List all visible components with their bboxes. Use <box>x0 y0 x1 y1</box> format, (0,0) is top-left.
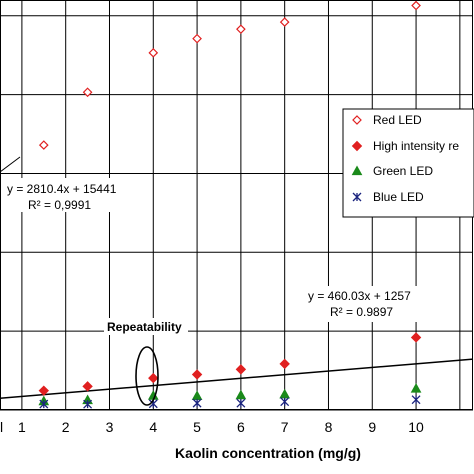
legend-box <box>342 108 474 218</box>
point-red-led-4 <box>236 24 246 35</box>
eq-red-line1: y = 2810.4x + 15441 <box>7 182 117 196</box>
x-tick-6: 6 <box>237 419 245 435</box>
repeatability-label-bg <box>104 318 188 335</box>
x-tick-10: 10 <box>408 419 424 435</box>
repeatability-ellipse <box>135 346 159 406</box>
point-high-intensity-re-4 <box>235 364 247 375</box>
x-tick-7: 7 <box>281 419 289 435</box>
point-red-led-5 <box>279 17 290 27</box>
point-red-led-6 <box>411 0 421 11</box>
point-blue-led-6 <box>411 395 421 405</box>
point-red-led-0 <box>38 140 49 150</box>
point-blue-led-0 <box>39 399 49 409</box>
point-blue-led-5 <box>280 397 290 407</box>
eq-high-box <box>303 286 429 322</box>
point-high-intensity-re-2 <box>148 372 159 384</box>
legend-marker-green-led <box>351 165 363 176</box>
legend-marker-red-led <box>352 115 362 125</box>
legend-label-high-intensity: High intensity re <box>373 139 459 153</box>
x-axis-label: Kaolin concentration (mg/g) <box>175 445 361 461</box>
legend-marker-blue-led <box>352 192 362 202</box>
point-green-led-4 <box>235 389 247 400</box>
point-red-led-3 <box>192 33 202 44</box>
trendline-layer <box>0 358 474 400</box>
eq-high-line2: R² = 0.9897 <box>330 305 393 319</box>
legend-label-blue-led: Blue LED <box>373 190 424 204</box>
x-tick-8: 8 <box>325 419 333 435</box>
legend-label-green-led: Green LED <box>373 164 433 178</box>
point-high-intensity-re-1 <box>82 381 93 392</box>
point-green-led-6 <box>410 383 422 393</box>
point-red-led-1 <box>82 87 93 98</box>
point-high-intensity-re-5 <box>279 358 290 370</box>
point-blue-led-4 <box>236 398 246 408</box>
point-red-led-2 <box>148 47 159 58</box>
point-high-intensity-re-6 <box>410 332 422 343</box>
x-tick-9: 9 <box>368 419 376 435</box>
point-high-intensity-re-0 <box>38 385 50 396</box>
y-axis-edge-fragment: l <box>0 419 3 435</box>
eq-red-box <box>2 178 120 212</box>
legend-label-red-led: Red LED <box>373 113 422 127</box>
x-tick-2: 2 <box>62 419 70 435</box>
data-points-layer <box>38 0 422 409</box>
x-tick-5: 5 <box>193 419 201 435</box>
x-tick-3: 3 <box>106 419 114 435</box>
eq-red-leader-line <box>0 156 21 173</box>
point-blue-led-3 <box>192 398 202 408</box>
point-blue-led-1 <box>83 399 93 409</box>
x-tick-1: 1 <box>18 419 26 435</box>
point-high-intensity-re-3 <box>191 369 203 380</box>
eq-red-line2: R² = 0,9991 <box>28 198 91 212</box>
eq-high-line1: y = 460.03x + 1257 <box>308 289 411 303</box>
x-tick-4: 4 <box>149 419 157 435</box>
repeatability-label: Repeatability <box>107 320 182 334</box>
legend: Red LED High intensity re Green LED Blue… <box>342 108 474 218</box>
trendline-0 <box>0 358 474 400</box>
x-tick-labels: 1 2 3 4 5 6 7 8 9 10 <box>18 419 424 435</box>
legend-markers <box>351 115 363 202</box>
legend-marker-high-intensity-re <box>351 140 363 152</box>
